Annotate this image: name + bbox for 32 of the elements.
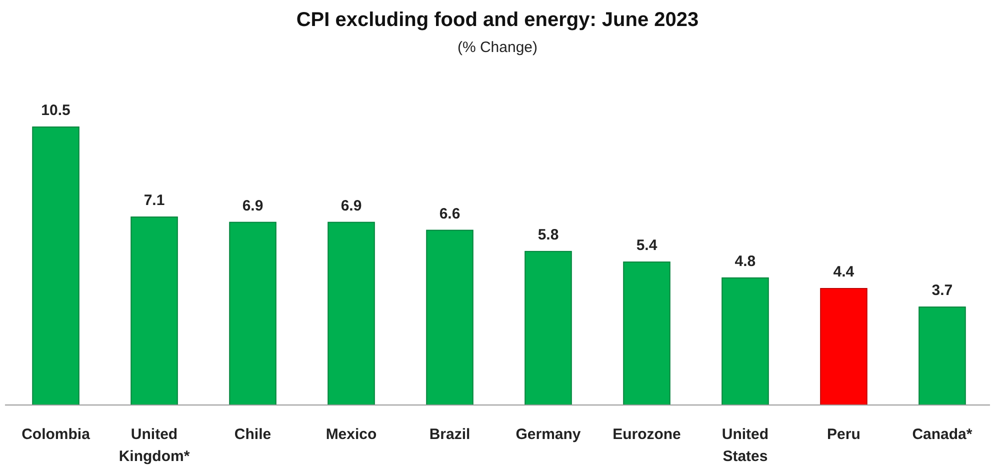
bar [820, 288, 868, 406]
bar [623, 262, 670, 406]
data-label: 10.5 [41, 102, 70, 119]
x-tick-label: Eurozone [612, 426, 681, 443]
data-label: 6.9 [340, 197, 362, 214]
chart-title: CPI excluding food and energy: June 2023 [296, 9, 699, 31]
data-label: 3.7 [932, 282, 953, 300]
data-label: 5.4 [636, 237, 658, 254]
bar [328, 222, 375, 406]
x-tick-label: United States [722, 426, 769, 465]
x-tick-label: United Kingdom* [118, 426, 190, 465]
x-tick-label: Peru [827, 426, 860, 443]
x-tick-label: Canada* [912, 426, 972, 443]
x-tick-label: Mexico [326, 426, 377, 443]
bar [722, 277, 769, 406]
data-label: 6.9 [242, 197, 264, 214]
bar [524, 250, 572, 406]
bar [32, 126, 80, 406]
x-tick-label: Chile [234, 426, 272, 443]
data-label: 5.8 [538, 226, 559, 244]
chart-subtitle: (% Change) [457, 39, 538, 56]
data-label: 6.6 [439, 205, 460, 222]
data-label: 7.1 [144, 192, 165, 210]
x-tick-label: Colombia [22, 426, 91, 443]
bar [130, 216, 178, 406]
x-tick-label: Brazil [429, 426, 470, 443]
data-label: 4.8 [734, 252, 756, 270]
data-label: 4.4 [833, 264, 855, 281]
x-tick-label: Germany [516, 426, 582, 443]
bar [426, 230, 474, 406]
bar [229, 222, 276, 406]
bar [918, 306, 966, 406]
